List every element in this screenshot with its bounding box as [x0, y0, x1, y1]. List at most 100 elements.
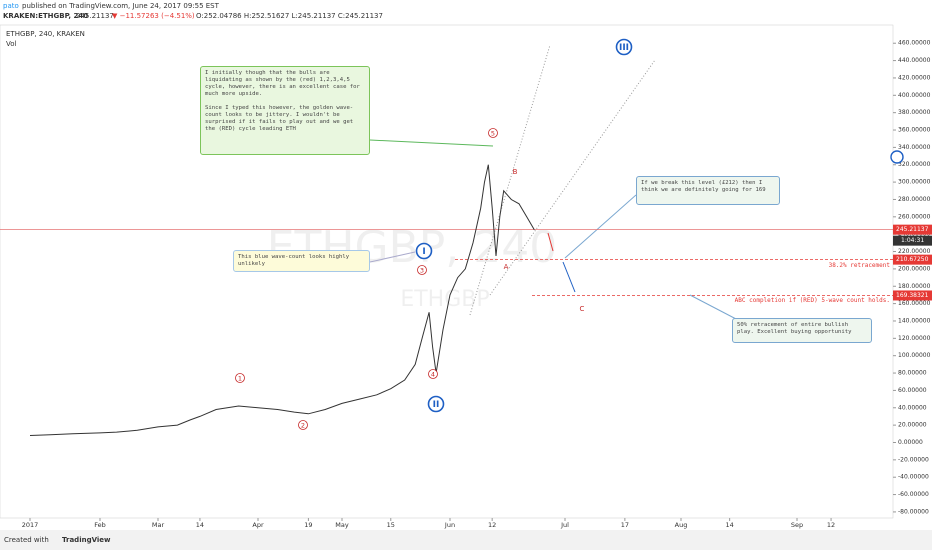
- y-tick-label: 80.00000: [898, 370, 927, 377]
- y-tick-label: 220.00000: [898, 248, 931, 255]
- wave-circle: [415, 242, 433, 260]
- x-tick-label: Jun: [444, 521, 455, 529]
- symbol: KRAKEN:ETHGBP, 240: [3, 12, 88, 20]
- x-tick-label: 19: [304, 521, 312, 529]
- y-tick-label: 20.00000: [898, 422, 927, 429]
- y-tick-label: 120.00000: [898, 335, 931, 342]
- wave-label: 3: [420, 267, 424, 275]
- note-text: I initially though that the bulls are li…: [205, 70, 360, 97]
- price-tag-label: 169.38321: [896, 292, 929, 299]
- price-tag-label: 210.67250: [896, 256, 929, 263]
- trend-line: [469, 44, 551, 316]
- x-tick-label: 12: [827, 521, 835, 529]
- callout-line: [564, 194, 637, 259]
- footer-created: Created with: [4, 536, 49, 544]
- wave-label: 4: [431, 371, 435, 379]
- level-label: ABC completion if (RED) 5-wave count hol…: [735, 297, 890, 304]
- wave-letter: C: [580, 305, 585, 313]
- wave-circle: [428, 369, 438, 379]
- y-tick-label: 340.00000: [898, 144, 931, 151]
- price-tag-label: 245.21137: [896, 226, 929, 233]
- y-tick-label: 360.00000: [898, 127, 931, 134]
- x-tick-label: 2017: [22, 521, 39, 529]
- legend: ETHGBP, 240, KRAKEN: [6, 30, 85, 38]
- indicator: Vol: [6, 40, 17, 48]
- y-tick-label: 440.00000: [898, 57, 931, 64]
- y-tick-label: 0.00000: [898, 439, 923, 446]
- x-tick-label: Sep: [791, 521, 803, 529]
- note-box: This blue wave-count looks highly unlike…: [233, 250, 370, 272]
- y-tick-label: 160.00000: [898, 300, 931, 307]
- x-tick-label: 17: [621, 521, 629, 529]
- wave-circle: [427, 395, 445, 413]
- price-tag: [893, 224, 932, 235]
- change: ▼ −11.57263 (−4.51%): [112, 12, 195, 20]
- note-box: I initially though that the bulls are li…: [200, 66, 370, 155]
- price-tag: [893, 290, 932, 301]
- callout-line: [689, 294, 739, 321]
- x-tick-label: 14: [726, 521, 734, 529]
- note-box: If we break this level (£212) then I thi…: [636, 176, 780, 205]
- x-tick-label: Aug: [675, 521, 688, 529]
- wave-label: I: [422, 247, 425, 257]
- y-tick-label: -20.00000: [898, 456, 929, 463]
- wave-letter: B: [513, 168, 518, 176]
- wave-label: 5: [491, 130, 495, 138]
- callout-line: [369, 251, 416, 263]
- published: published on TradingView.com, June 24, 2…: [22, 2, 220, 10]
- wave-circle: [298, 420, 308, 430]
- y-tick-label: 40.00000: [898, 404, 927, 411]
- callout-line: [369, 139, 494, 147]
- x-tick-label: Apr: [252, 521, 264, 529]
- wave-letter: A: [504, 263, 509, 271]
- y-tick-label: 200.00000: [898, 265, 931, 272]
- x-tick-label: Feb: [94, 521, 106, 529]
- y-tick-label: 260.00000: [898, 213, 931, 220]
- y-tick-label: 280.00000: [898, 196, 931, 203]
- price-line-series: [29, 164, 535, 436]
- y-tick-label: 380.00000: [898, 109, 931, 116]
- y-tick-label: 180.00000: [898, 283, 931, 290]
- note-text: 50% retracement of entire bullish play. …: [737, 322, 852, 335]
- x-tick-label: May: [335, 521, 349, 529]
- footer-bar: [0, 530, 932, 550]
- publisher: pato: [3, 2, 19, 10]
- wave-circle: [615, 38, 633, 56]
- x-tick-label: 12: [488, 521, 496, 529]
- x-tick-label: Jul: [560, 521, 569, 529]
- y-tick-label: 420.00000: [898, 74, 931, 81]
- plot-area: [0, 24, 894, 519]
- footer-brand: TradingView: [62, 536, 111, 544]
- y-tick-label: 60.00000: [898, 387, 927, 394]
- note-text: If we break this level (£212) then I thi…: [641, 180, 766, 193]
- last-price: 245.21137: [76, 12, 114, 20]
- wave-label: 1: [238, 375, 242, 383]
- wave-circle: [488, 128, 498, 138]
- edge-circle: [890, 150, 904, 164]
- y-tick-label: 140.00000: [898, 317, 931, 324]
- y-tick-label: 400.00000: [898, 92, 931, 99]
- x-tick-label: Mar: [152, 521, 165, 529]
- price-tag: [893, 254, 932, 265]
- x-tick-label: 14: [196, 521, 204, 529]
- y-tick-label: -80.00000: [898, 508, 929, 515]
- wave-label: III: [619, 43, 629, 53]
- ohlc: O:252.04786 H:252.51627 L:245.21137 C:24…: [196, 12, 383, 20]
- note-box: 50% retracement of entire bullish play. …: [732, 318, 872, 343]
- y-tick-label: 100.00000: [898, 352, 931, 359]
- level-label: 38.2% retracement: [829, 262, 891, 269]
- countdown-tag: [893, 235, 932, 246]
- note-text: This blue wave-count looks highly unlike…: [238, 254, 350, 267]
- x-tick-label: 15: [387, 521, 395, 529]
- y-tick-label: 300.00000: [898, 179, 931, 186]
- y-tick-label: 320.00000: [898, 161, 931, 168]
- wave-label: 2: [301, 422, 305, 430]
- wave-circle: [235, 373, 245, 383]
- countdown: 1:04:31: [901, 237, 924, 244]
- y-tick-label: -40.00000: [898, 474, 929, 481]
- wave-label: II: [433, 400, 440, 410]
- y-tick-label: -60.00000: [898, 491, 929, 498]
- wave-circle: [417, 265, 427, 275]
